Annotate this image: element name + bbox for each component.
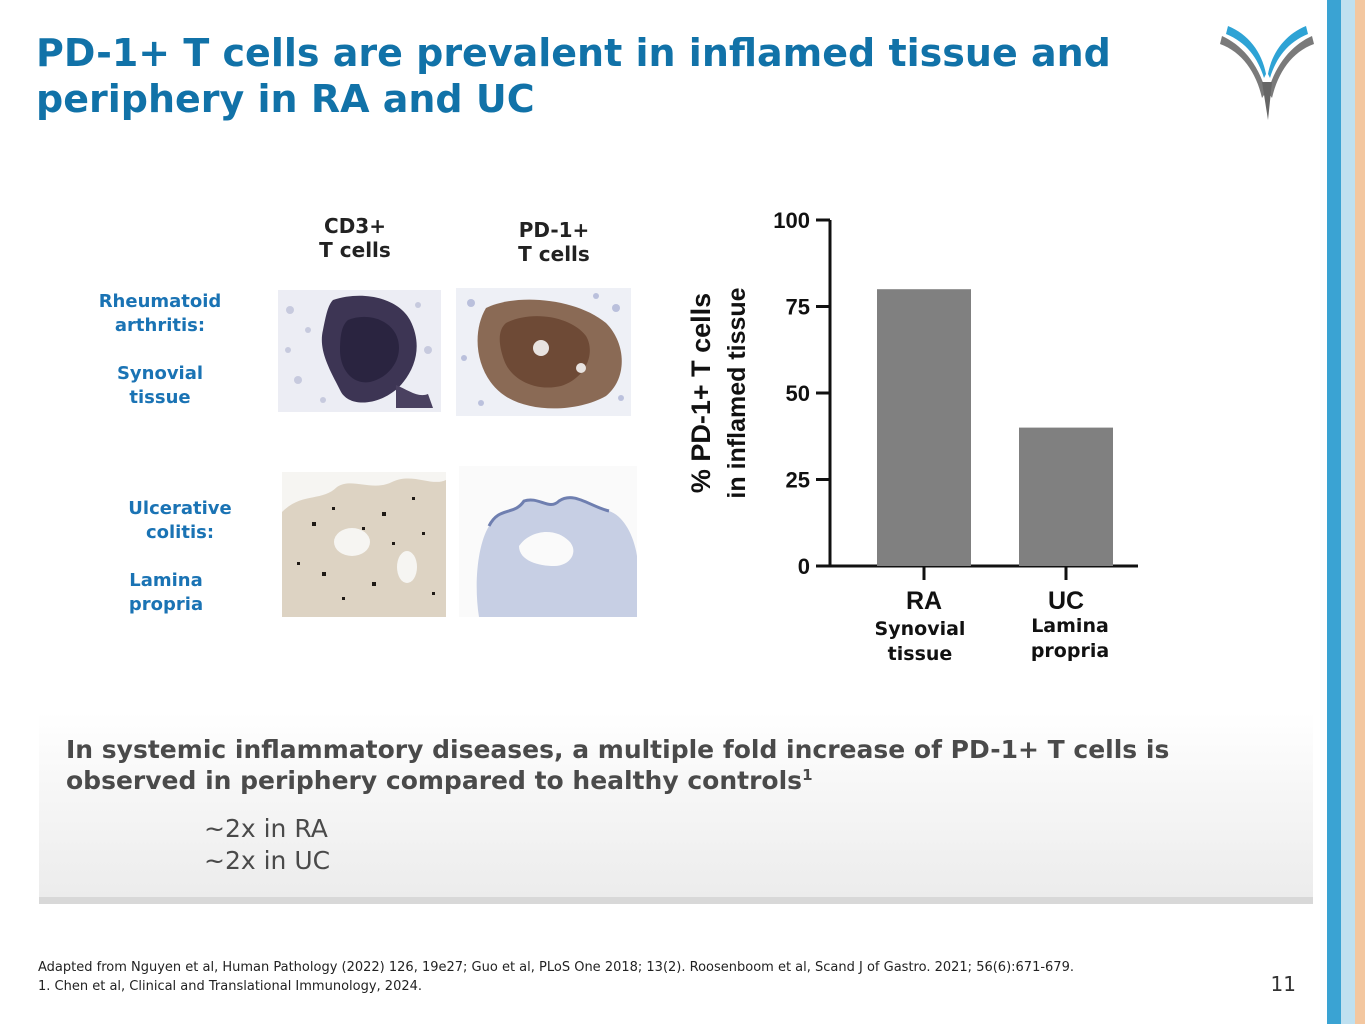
- footnotes: Adapted from Nguyen et al, Human Patholo…: [38, 958, 1218, 996]
- summary-panel: [39, 712, 1313, 898]
- row-label-uc-tissue: Lamina propria: [128, 570, 204, 615]
- edge-stripe-light: [1341, 0, 1355, 1024]
- x-sublabel: tissue: [888, 643, 953, 665]
- y-tick-label: 100: [773, 208, 810, 233]
- bar-ra: [877, 289, 971, 566]
- x-tick-label: UC: [1048, 587, 1084, 615]
- summary-heading-footnote-ref: 1: [802, 766, 813, 784]
- y-tick-label: 50: [786, 381, 810, 406]
- bar-uc: [1019, 427, 1113, 566]
- y-tick-label: 25: [786, 468, 810, 493]
- page-number: 11: [1270, 972, 1296, 996]
- row-label-uc-disease: Ulcerative colitis:: [128, 498, 232, 543]
- edge-stripe-blue: [1327, 0, 1341, 1024]
- summary-item-ra: ~2x in RA: [204, 814, 328, 843]
- summary-heading: In systemic inflammatory diseases, a mul…: [66, 734, 1286, 796]
- x-sublabel: Synovial: [875, 618, 966, 640]
- micrograph-uc-pd1: [459, 466, 637, 617]
- company-logo: [1220, 26, 1314, 120]
- col-header-cd3: CD3+ T cells: [319, 214, 391, 262]
- slide-title: PD-1+ T cells are prevalent in inflamed …: [36, 31, 1111, 121]
- footnote-references: Adapted from Nguyen et al, Human Patholo…: [38, 960, 1074, 975]
- summary-item-uc: ~2x in UC: [204, 846, 331, 875]
- x-sublabel: propria: [1031, 640, 1109, 662]
- summary-heading-text: In systemic inflammatory diseases, a mul…: [66, 735, 1170, 795]
- row-label-ra-tissue: Synovial tissue: [116, 363, 204, 408]
- row-label-ra-disease: Rheumatoid arthritis:: [98, 291, 222, 336]
- micrograph-ra-cd3: [278, 290, 441, 412]
- x-tick-label: RA: [906, 587, 942, 615]
- micrograph-ra-pd1: [456, 288, 631, 416]
- y-tick-label: 75: [786, 295, 810, 320]
- edge-stripe-peach: [1355, 0, 1365, 1024]
- y-tick-label: 0: [798, 554, 810, 579]
- summary-panel-underline: [39, 897, 1313, 904]
- y-axis-label-line1: % PD-1+ T cells: [686, 293, 716, 493]
- y-axis-label-line2: in inflamed tissue: [723, 287, 751, 498]
- col-header-pd1: PD-1+ T cells: [518, 218, 590, 266]
- footnote-1: 1. Chen et al, Clinical and Translationa…: [38, 979, 423, 994]
- micrograph-uc-cd3: [282, 472, 446, 617]
- x-sublabel: Lamina: [1031, 615, 1109, 637]
